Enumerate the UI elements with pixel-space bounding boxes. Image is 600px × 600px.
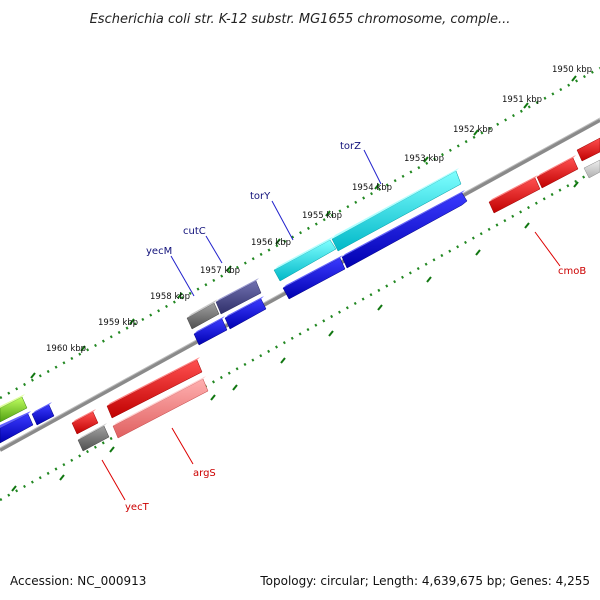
gene-argS[interactable] <box>112 376 209 439</box>
gene-blue-2[interactable] <box>341 190 468 269</box>
tick-label: 1953 kbp <box>404 154 444 164</box>
tick-label: 1951 kbp <box>502 95 542 105</box>
gene-red-right-1[interactable] <box>536 155 579 189</box>
gene-label-argS[interactable]: argS <box>193 468 216 479</box>
ruler-lower <box>0 166 600 502</box>
gene-red-right-2[interactable] <box>576 137 600 162</box>
gene-label-cutC[interactable]: cutC <box>183 226 206 237</box>
tick-label: 1959 kbp <box>98 318 138 328</box>
gene-label-yecM[interactable]: yecM <box>146 246 172 257</box>
gene-red-mid[interactable] <box>106 357 203 419</box>
gene-red-small[interactable] <box>71 409 99 435</box>
gene-blue-4[interactable] <box>224 296 267 330</box>
gene-cutC[interactable] <box>215 278 262 315</box>
tick-label: 1950 kbp <box>552 65 592 75</box>
upper-major-ticks <box>30 75 577 379</box>
lower-major-ticks <box>11 181 579 492</box>
gene-blue-1[interactable] <box>282 255 346 300</box>
accession-label: Accession: NC_000913 <box>10 574 147 588</box>
leader-lines-red <box>101 231 561 501</box>
gene-label-torY[interactable]: torY <box>250 191 271 202</box>
leader-lines-blue <box>170 149 382 297</box>
tick-label: 1956 kbp <box>251 238 291 248</box>
tick-label: 1957 kbp <box>200 266 240 276</box>
tick-label: 1955 kbp <box>302 211 342 221</box>
gene-torZ[interactable] <box>331 168 462 252</box>
gene-label-yecT[interactable]: yecT <box>125 502 150 513</box>
tick-label: 1958 kbp <box>150 292 190 302</box>
topology-label: Topology: circular; Length: 4,639,675 bp… <box>260 574 590 588</box>
gene-blue-6[interactable] <box>31 402 55 426</box>
tick-label: 1960 kbp <box>46 344 86 354</box>
gene-label-cmoB[interactable]: cmoB <box>558 266 586 277</box>
gene-label-torZ[interactable]: torZ <box>340 141 361 152</box>
gene-light-right[interactable] <box>583 159 600 179</box>
gene-blue-3[interactable] <box>193 316 228 346</box>
gene-cmoB[interactable] <box>488 175 541 214</box>
gene-yecM[interactable] <box>186 299 220 330</box>
kbp-labels: 1950 kbp 1951 kbp 1952 kbp 1953 kbp 1954… <box>46 65 592 354</box>
ruler-upper <box>0 66 600 400</box>
tick-label: 1954 kbp <box>352 183 392 193</box>
map-title: Escherichia coli str. K-12 substr. MG165… <box>90 12 511 27</box>
gene-torY[interactable] <box>273 236 337 282</box>
gene-left-green[interactable] <box>0 394 28 423</box>
tick-label: 1952 kbp <box>453 125 493 135</box>
gene-yecT[interactable] <box>77 423 110 452</box>
gene-blue-5[interactable] <box>0 411 34 444</box>
